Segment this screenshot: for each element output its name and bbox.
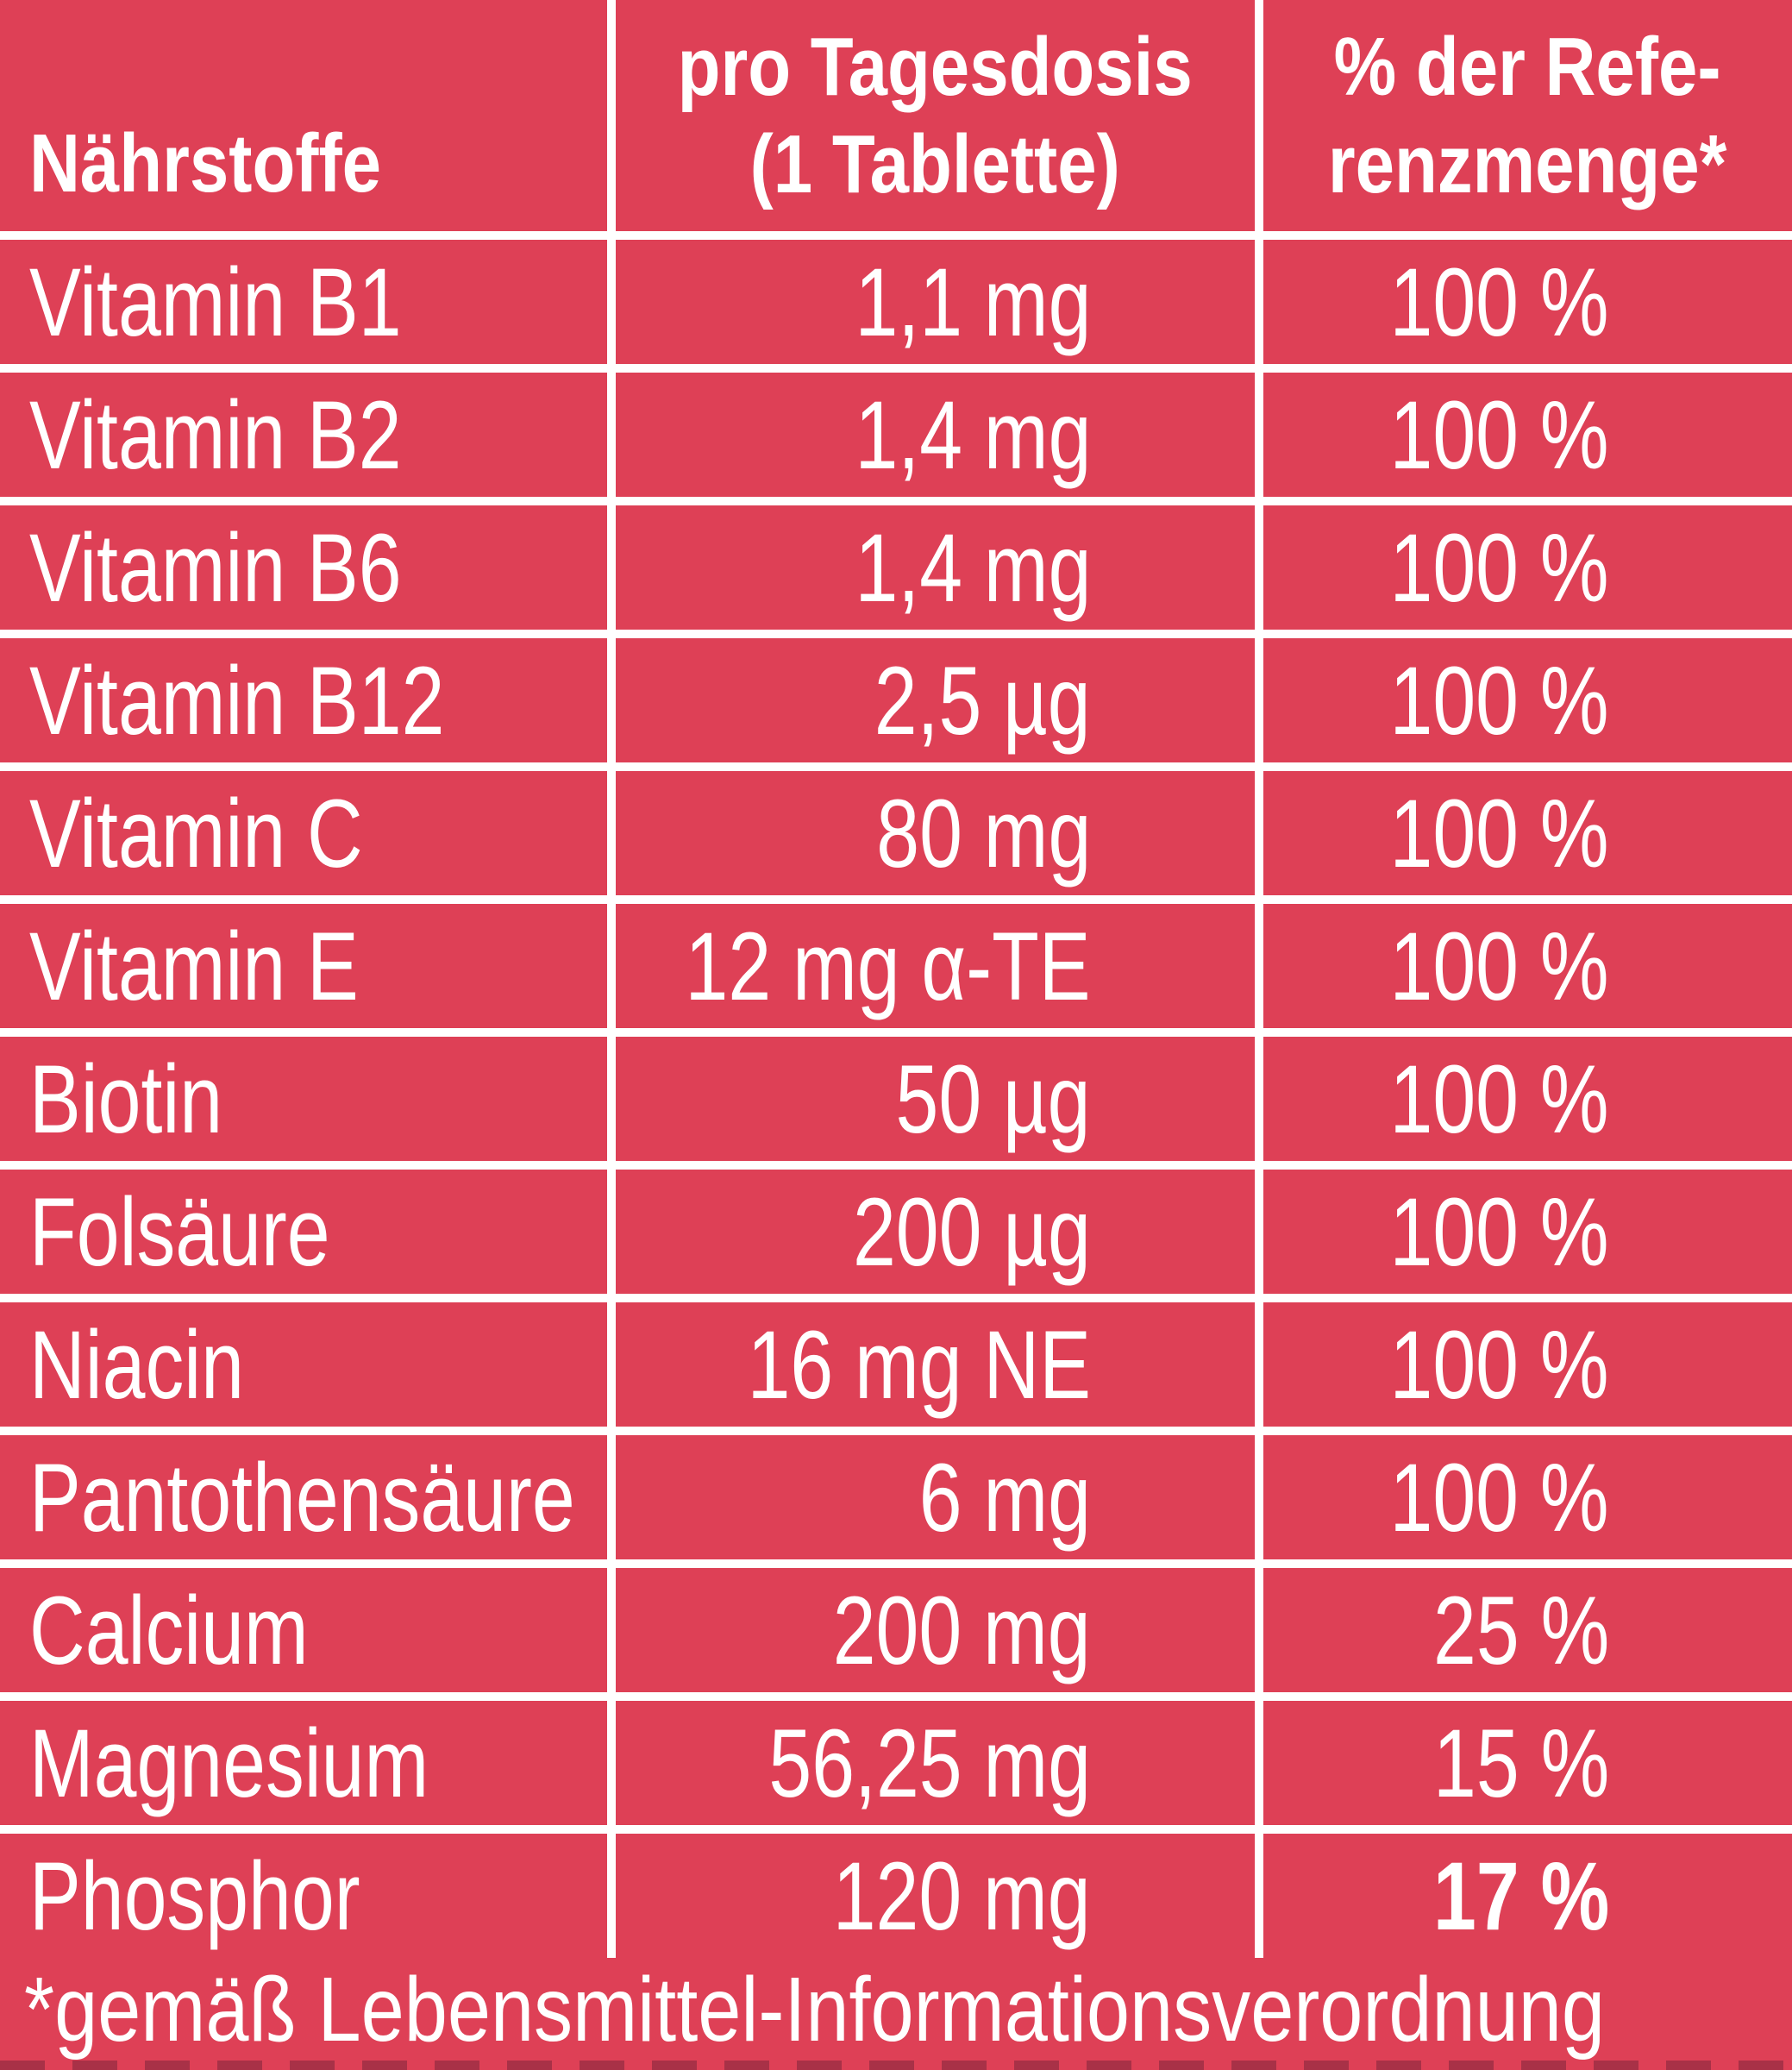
nutrient-amount-cell: 80 mg — [616, 771, 1255, 895]
nutrient-percent-cell: 25 % — [1263, 1568, 1792, 1692]
nutrient-amount-cell: 200 mg — [616, 1568, 1255, 1692]
nutrient-amount-cell: 200 µg — [616, 1170, 1255, 1294]
column-header-reference-percent: % der Refe- renzmenge* — [1263, 0, 1792, 231]
nutrient-amount-cell: 120 mg — [616, 1834, 1255, 1958]
nutrient-percent-cell: 100 % — [1263, 904, 1792, 1028]
nutrient-amount-cell: 56,25 mg — [616, 1701, 1255, 1825]
nutrient-amount-cell: 2,5 µg — [616, 638, 1255, 762]
nutrition-table: Nährstoffe pro Tagesdosis (1 Tablette) %… — [0, 0, 1792, 1958]
nutrient-amount-cell: 50 µg — [616, 1037, 1255, 1161]
nutrient-name-cell: Vitamin B2 — [0, 373, 607, 497]
nutrient-percent-cell: 17 % — [1263, 1834, 1792, 1958]
nutrient-name-cell: Vitamin B12 — [0, 638, 607, 762]
nutrient-percent-cell: 100 % — [1263, 505, 1792, 630]
nutrient-amount-cell: 16 mg NE — [616, 1302, 1255, 1427]
footnote-text: *gemäß Lebensmittel-Informationsverordnu… — [24, 1958, 1605, 2061]
column-header-nutrients: Nährstoffe — [0, 0, 607, 231]
nutrient-name-cell: Calcium — [0, 1568, 607, 1692]
nutrient-percent-cell: 100 % — [1263, 771, 1792, 895]
nutrient-name-cell: Biotin — [0, 1037, 607, 1161]
column-header-daily-dose-label: pro Tagesdosis (1 Tablette) — [677, 20, 1194, 210]
nutrient-percent-cell: 100 % — [1263, 638, 1792, 762]
nutrient-name-cell: Vitamin B6 — [0, 505, 607, 630]
column-header-nutrients-label: Nährstoffe — [29, 116, 382, 210]
nutrient-amount-cell: 12 mg α-TE — [616, 904, 1255, 1028]
nutrient-percent-cell: 100 % — [1263, 240, 1792, 364]
nutrient-name-cell: Magnesium — [0, 1701, 607, 1825]
nutrient-name-cell: Vitamin E — [0, 904, 607, 1028]
nutrient-name-cell: Vitamin C — [0, 771, 607, 895]
nutrient-name-cell: Pantothensäure — [0, 1435, 607, 1559]
nutrient-percent-cell: 100 % — [1263, 1170, 1792, 1294]
nutrient-percent-cell: 100 % — [1263, 1435, 1792, 1559]
nutrient-name-cell: Niacin — [0, 1302, 607, 1427]
column-header-daily-dose: pro Tagesdosis (1 Tablette) — [616, 0, 1255, 231]
nutrient-amount-cell: 1,1 mg — [616, 240, 1255, 364]
bottom-dashed-border — [0, 2061, 1792, 2070]
nutrient-amount-cell: 1,4 mg — [616, 373, 1255, 497]
footnote: *gemäß Lebensmittel-Informationsverordnu… — [0, 1958, 1792, 2061]
nutrient-amount-cell: 1,4 mg — [616, 505, 1255, 630]
nutrient-percent-cell: 100 % — [1263, 1302, 1792, 1427]
nutrient-percent-cell: 100 % — [1263, 1037, 1792, 1161]
nutrient-name-cell: Folsäure — [0, 1170, 607, 1294]
nutrient-percent-cell: 100 % — [1263, 373, 1792, 497]
nutrient-percent-cell: 15 % — [1263, 1701, 1792, 1825]
nutrient-amount-cell: 6 mg — [616, 1435, 1255, 1559]
nutrient-name-cell: Vitamin B1 — [0, 240, 607, 364]
column-header-reference-percent-label: % der Refe- renzmenge* — [1328, 20, 1727, 210]
nutrient-name-cell: Phosphor — [0, 1834, 607, 1958]
